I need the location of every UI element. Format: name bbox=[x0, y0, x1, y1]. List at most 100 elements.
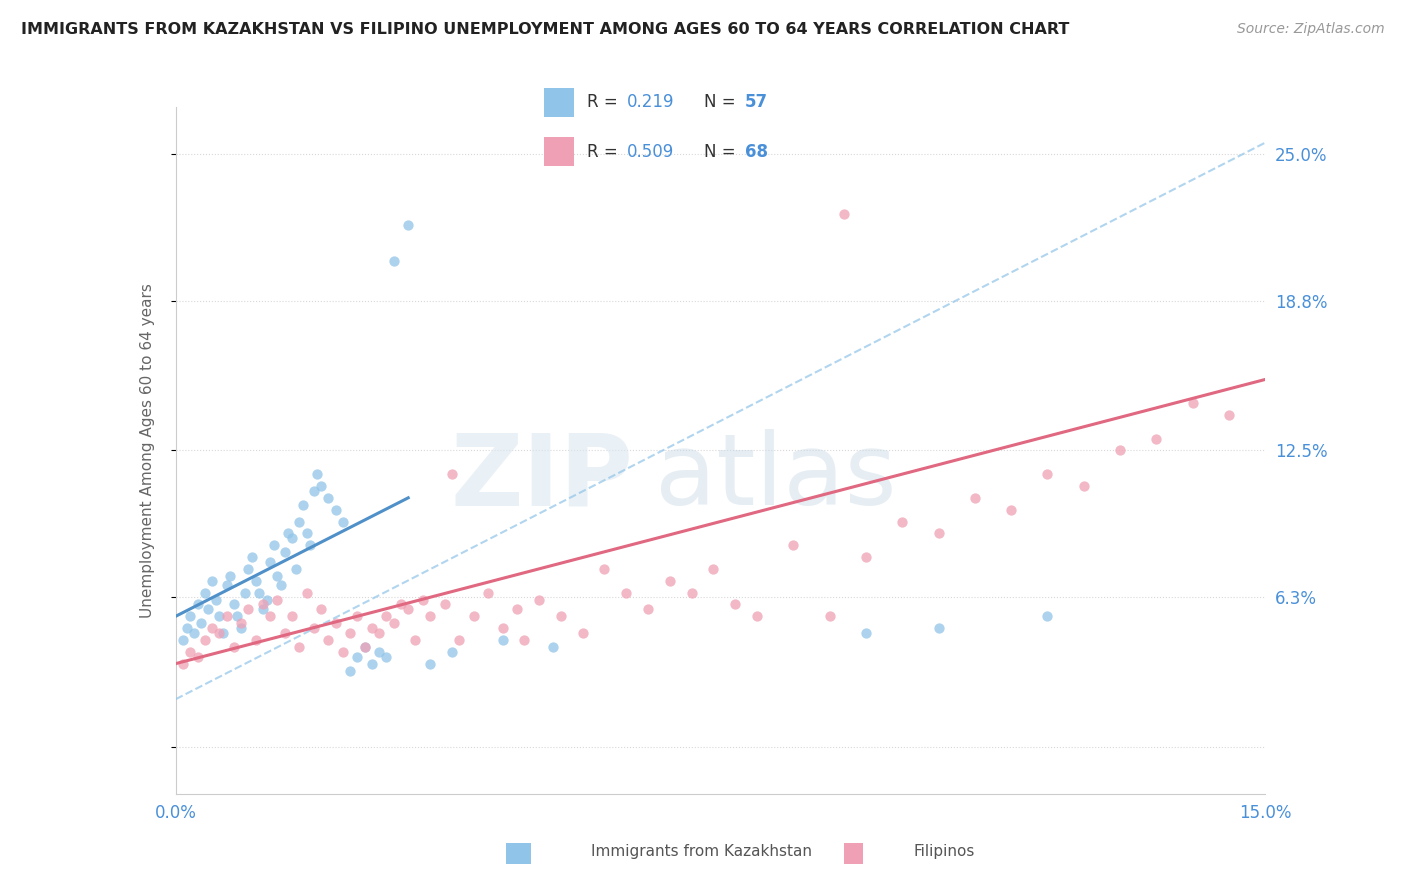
Point bbox=[274, 625, 297, 640]
Point bbox=[396, 602, 419, 616]
Point bbox=[208, 625, 231, 640]
Point bbox=[183, 625, 205, 640]
Point bbox=[382, 254, 405, 268]
Point bbox=[1109, 443, 1132, 458]
Point bbox=[295, 585, 318, 599]
Point bbox=[219, 569, 242, 583]
Text: Immigrants from Kazakhstan: Immigrants from Kazakhstan bbox=[591, 845, 811, 859]
Y-axis label: Unemployment Among Ages 60 to 64 years: Unemployment Among Ages 60 to 64 years bbox=[141, 283, 155, 618]
Point bbox=[419, 657, 441, 671]
Point bbox=[309, 479, 332, 493]
Point bbox=[724, 598, 747, 612]
Point bbox=[339, 625, 361, 640]
Text: 68: 68 bbox=[745, 143, 768, 161]
Point bbox=[238, 562, 260, 576]
Point bbox=[245, 574, 267, 588]
Point bbox=[194, 585, 217, 599]
Point bbox=[266, 569, 288, 583]
Point bbox=[259, 555, 281, 569]
Point bbox=[201, 574, 224, 588]
Point bbox=[832, 206, 855, 220]
Point bbox=[274, 545, 297, 559]
Point bbox=[231, 616, 253, 631]
Point bbox=[963, 491, 986, 505]
Point bbox=[513, 632, 536, 647]
Point bbox=[1036, 467, 1059, 482]
Text: Filipinos: Filipinos bbox=[914, 845, 976, 859]
Point bbox=[266, 592, 288, 607]
Point bbox=[295, 526, 318, 541]
Text: Source: ZipAtlas.com: Source: ZipAtlas.com bbox=[1237, 22, 1385, 37]
Point bbox=[263, 538, 285, 552]
Point bbox=[277, 526, 299, 541]
Point bbox=[389, 598, 412, 612]
Point bbox=[818, 609, 841, 624]
Point bbox=[233, 585, 256, 599]
Point bbox=[247, 585, 270, 599]
Bar bbox=[844, 843, 863, 864]
Point bbox=[172, 657, 194, 671]
Point bbox=[299, 538, 322, 552]
Point bbox=[231, 621, 253, 635]
Point bbox=[702, 562, 724, 576]
Point bbox=[782, 538, 804, 552]
Point bbox=[307, 467, 329, 482]
Point bbox=[201, 621, 224, 635]
Point bbox=[658, 574, 681, 588]
Point bbox=[194, 632, 217, 647]
Point bbox=[891, 515, 914, 529]
Point bbox=[419, 609, 441, 624]
Point bbox=[361, 657, 384, 671]
Point bbox=[1181, 396, 1204, 410]
Point bbox=[361, 621, 384, 635]
Text: 0.219: 0.219 bbox=[627, 94, 675, 112]
Point bbox=[928, 621, 950, 635]
Point bbox=[288, 640, 311, 654]
Point bbox=[270, 578, 292, 592]
Point bbox=[332, 515, 354, 529]
Text: atlas: atlas bbox=[655, 429, 897, 526]
Point bbox=[215, 578, 238, 592]
Point bbox=[447, 632, 470, 647]
Point bbox=[332, 645, 354, 659]
Point bbox=[325, 502, 347, 516]
Point bbox=[1000, 502, 1022, 516]
Text: R =: R = bbox=[586, 143, 623, 161]
Point bbox=[375, 609, 398, 624]
Bar bbox=[506, 843, 531, 864]
Point bbox=[252, 602, 274, 616]
Point bbox=[252, 598, 274, 612]
Point bbox=[309, 602, 332, 616]
Point bbox=[197, 602, 219, 616]
Point bbox=[222, 598, 245, 612]
Point bbox=[614, 585, 637, 599]
Text: 57: 57 bbox=[745, 94, 768, 112]
Point bbox=[256, 592, 278, 607]
Point bbox=[1218, 408, 1240, 422]
Point bbox=[302, 621, 325, 635]
Point bbox=[855, 625, 877, 640]
Text: N =: N = bbox=[704, 143, 741, 161]
Point bbox=[745, 609, 768, 624]
Point bbox=[212, 625, 235, 640]
Point bbox=[433, 598, 456, 612]
Point bbox=[240, 549, 263, 564]
Point bbox=[681, 585, 703, 599]
Point bbox=[1146, 432, 1168, 446]
Point bbox=[238, 602, 260, 616]
Point bbox=[855, 549, 877, 564]
Point bbox=[593, 562, 616, 576]
Point bbox=[190, 616, 212, 631]
Text: R =: R = bbox=[586, 94, 623, 112]
Bar bbox=[544, 137, 575, 166]
Point bbox=[368, 625, 391, 640]
Point bbox=[222, 640, 245, 654]
Point bbox=[288, 515, 311, 529]
Point bbox=[550, 609, 572, 624]
Point bbox=[346, 649, 368, 664]
Point bbox=[477, 585, 499, 599]
Point bbox=[346, 609, 368, 624]
Point bbox=[527, 592, 550, 607]
Point bbox=[176, 621, 198, 635]
Point bbox=[492, 621, 515, 635]
